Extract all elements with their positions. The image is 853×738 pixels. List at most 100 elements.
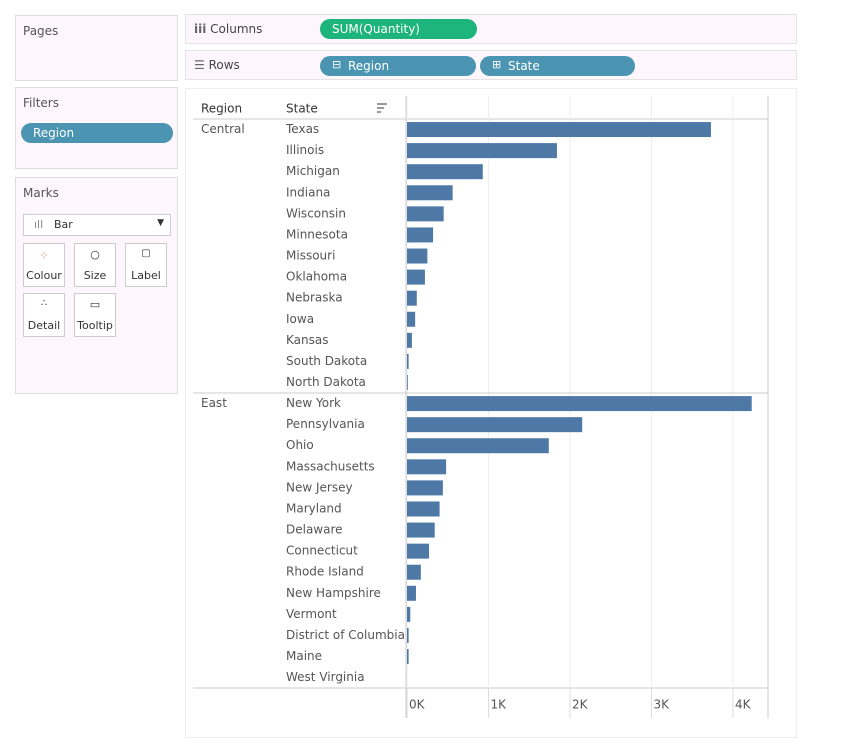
filters-panel: Filters Region: [15, 87, 178, 169]
state-label: Kansas: [286, 333, 328, 347]
bar: [407, 417, 583, 433]
bar: [407, 396, 752, 412]
mark-type: Bar: [54, 218, 73, 231]
state-label: Wisconsin: [286, 206, 346, 220]
header-region: Region: [201, 102, 242, 116]
rows-shelf: ☰ Rows Region State ⊟ ⊞: [185, 50, 797, 80]
x-tick-label: 1K: [490, 698, 507, 712]
state-label: Indiana: [286, 185, 330, 199]
state-label: District of Columbia: [286, 628, 405, 642]
bar: [407, 522, 435, 538]
filter-pill[interactable]: Region: [21, 123, 173, 143]
marks-panel: Marks ıll Bar ▼ ⁘ Colour ○ Size ▢ Label ∴ De…: [15, 177, 178, 394]
state-label: Ohio: [286, 438, 314, 452]
bar: [407, 164, 483, 180]
state-label: Minnesota: [286, 227, 348, 241]
state-label: North Dakota: [286, 375, 366, 389]
bar: [407, 606, 411, 622]
bar: [407, 227, 434, 243]
state-label: Nebraska: [286, 291, 343, 305]
mark-type-dropdown[interactable]: ıll Bar ▼: [23, 214, 171, 236]
size-icon: ○: [90, 248, 100, 261]
detail-icon: ∴: [40, 298, 48, 309]
card-label: Size: [83, 269, 107, 282]
bar: [407, 332, 412, 348]
rows-text: Rows: [208, 58, 240, 72]
rows-label: ☰ Rows: [194, 58, 240, 72]
measure-pill[interactable]: SUM(Quantity): [320, 19, 477, 39]
state-label: Michigan: [286, 164, 340, 178]
bar-icon: ıll: [34, 218, 44, 231]
dimension-pill[interactable]: State: [480, 56, 635, 76]
bar: [407, 627, 409, 643]
bar: [407, 438, 549, 454]
colour-card[interactable]: ⁘ Colour: [23, 243, 65, 287]
bar: [407, 564, 421, 580]
chart: Region State 0K 1K 2K 3K 4K Central Texas Illin…: [185, 88, 797, 738]
dimension-pill[interactable]: Region: [320, 56, 476, 76]
state-label: Rhode Island: [286, 565, 364, 579]
label-card[interactable]: ▢ Label: [125, 243, 167, 287]
card-label: Tooltip: [77, 319, 113, 332]
pages-title: Pages: [23, 24, 59, 38]
dropdown-arrow: ▼: [157, 218, 164, 228]
bar: [407, 311, 416, 327]
colour-icon: ⁘: [39, 249, 49, 262]
state-label: Illinois: [286, 143, 324, 157]
state-label: Maryland: [286, 501, 342, 515]
bar: [407, 248, 428, 264]
filters-title: Filters: [23, 96, 59, 110]
bar: [407, 649, 409, 665]
state-label: Pennsylvania: [286, 417, 365, 431]
bar: [407, 480, 443, 496]
bar: [407, 375, 408, 390]
size-card[interactable]: ○ Size: [74, 243, 116, 287]
x-tick-label: 2K: [572, 698, 589, 712]
bar: [407, 353, 409, 369]
sort-icon[interactable]: [377, 103, 387, 113]
bar: [407, 143, 557, 159]
columns-shelf: iii Columns SUM(Quantity): [185, 14, 797, 44]
state-label: South Dakota: [286, 354, 367, 368]
card-label: Label: [131, 269, 161, 282]
tooltip-icon: ▭: [89, 298, 101, 311]
x-tick-label: 4K: [735, 698, 752, 712]
bar: [407, 585, 416, 601]
state-label: Delaware: [286, 523, 343, 537]
bar: [407, 459, 447, 475]
detail-card[interactable]: ∴ Detail: [23, 293, 65, 337]
label-icon: ▢: [141, 248, 151, 259]
state-label: Vermont: [286, 607, 337, 621]
bar: [407, 501, 440, 517]
tooltip-card[interactable]: ▭ Tooltip: [74, 293, 116, 337]
pages-panel: Pages: [15, 15, 178, 81]
state-label: Texas: [285, 122, 319, 136]
bar: [407, 269, 425, 285]
view-background: [185, 88, 797, 738]
bar: [407, 185, 453, 201]
x-tick-label: 0K: [409, 698, 426, 712]
state-label: New Jersey: [286, 480, 353, 494]
expand-icon: ⊞: [492, 58, 502, 71]
collapse-icon: ⊟: [332, 58, 342, 71]
state-label: New Hampshire: [286, 586, 381, 600]
state-label: Iowa: [286, 312, 314, 326]
state-label: Connecticut: [286, 544, 358, 558]
state-label: New York: [286, 396, 341, 410]
bar: [407, 543, 430, 559]
state-label: Maine: [286, 649, 322, 663]
state-label: Oklahoma: [286, 270, 347, 284]
marks-title: Marks: [23, 186, 59, 200]
state-label: West Virginia: [286, 670, 365, 684]
columns-label: iii Columns: [194, 22, 263, 36]
bar: [407, 290, 417, 306]
state-label: Missouri: [286, 249, 335, 263]
columns-text: Columns: [210, 22, 263, 36]
card-label: Colour: [26, 269, 62, 282]
state-label: Massachusetts: [286, 459, 375, 473]
header-state: State: [286, 102, 318, 116]
card-label: Detail: [27, 319, 61, 332]
bar: [407, 122, 711, 138]
x-tick-label: 3K: [653, 698, 670, 712]
